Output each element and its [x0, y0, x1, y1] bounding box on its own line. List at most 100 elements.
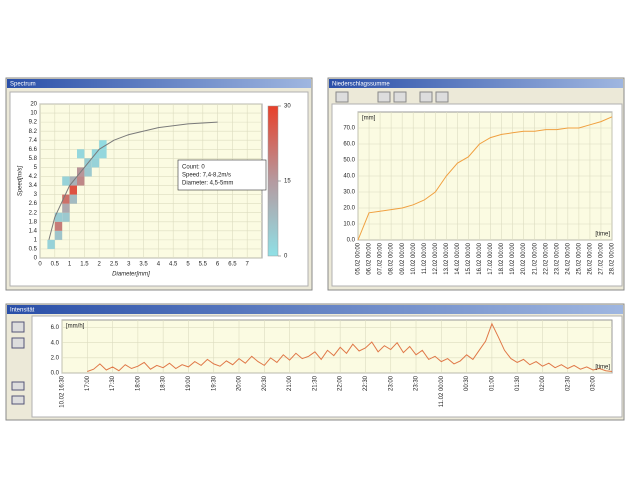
window-title: Niederschlagssumme [332, 82, 390, 88]
x-tick-label: 20:30 [262, 375, 268, 391]
toolbar-button[interactable] [11, 337, 25, 349]
y-tick-label: 2.0 [51, 355, 60, 361]
x-tick-label: 19:30 [211, 375, 217, 391]
y-tick-label: 2.2 [29, 210, 38, 216]
y-tick-label: 0.5 [29, 247, 38, 253]
x-tick-label: 2.5 [110, 262, 119, 268]
x-tick-label: 21.02 00:00 [532, 242, 538, 274]
x-tick-label: 5 [186, 262, 190, 268]
x-tick-label: 15.02 00:00 [466, 242, 472, 274]
toolbar-button[interactable] [377, 91, 391, 103]
x-tick-label: 11.02 00:00 [439, 375, 445, 407]
y-axis-label: [mm/h] [66, 324, 85, 330]
x-tick-label: 23:30 [414, 375, 420, 391]
tooltip-text: Speed: 7,4-8,2m/s [182, 173, 231, 179]
heat-cell [84, 167, 92, 177]
y-tick-label: 10.0 [343, 222, 355, 228]
x-tick-label: 25.02 00:00 [576, 242, 582, 274]
y-tick-label: 2.6 [29, 201, 38, 207]
x-tick-label: 27.02 00:00 [599, 242, 605, 274]
y-tick-label: 4.2 [29, 174, 38, 180]
x-tick-label: 21:00 [287, 375, 293, 391]
heat-cell [69, 185, 77, 195]
y-tick-label: 60.0 [343, 142, 355, 148]
tooltip [177, 159, 267, 191]
x-tick-label: 0 [38, 262, 42, 268]
x-tick-label: 19.02 00:00 [510, 242, 516, 274]
x-tick-label: 18.02 00:00 [499, 242, 505, 274]
x-tick-label: 18:00 [135, 375, 141, 391]
x-tick-label: 12.02 00:00 [433, 242, 439, 274]
y-axis-label: [mm] [362, 116, 376, 122]
x-tick-label: 01:30 [515, 375, 521, 391]
fit-curve [48, 121, 218, 241]
heat-cell [99, 140, 107, 150]
heat-cell [54, 221, 63, 231]
toolbar-button[interactable] [11, 381, 25, 391]
title-bar[interactable] [329, 79, 623, 88]
tooltip-text: Diameter: 4,5-5mm [182, 181, 233, 187]
x-axis-label: Diameter[mm] [112, 272, 150, 278]
x-tick-label: 11.02 00:00 [422, 242, 428, 274]
y-tick-label: 6.0 [51, 325, 60, 331]
x-tick-label: 7 [246, 262, 250, 268]
heat-cell [54, 230, 63, 240]
toolbar-button[interactable] [435, 91, 449, 103]
y-tick-label: 20.0 [343, 206, 355, 212]
y-tick-label: 7.4 [29, 138, 38, 144]
title-bar[interactable] [7, 305, 623, 314]
x-tick-label: 07.02 00:00 [378, 242, 384, 274]
x-tick-label: 08.02 00:00 [389, 242, 395, 274]
y-tick-label: 0 [34, 256, 38, 262]
x-tick-label: 4.5 [169, 262, 178, 268]
heat-cell [62, 203, 70, 213]
x-tick-label: 21:30 [312, 375, 318, 391]
x-tick-label: 24.02 00:00 [565, 242, 571, 274]
toolbar-button[interactable] [335, 91, 349, 103]
heat-cell [47, 239, 55, 249]
x-tick-label: 17:30 [110, 375, 116, 391]
y-tick-label: 1 [34, 237, 38, 243]
x-tick-label: 3 [127, 262, 131, 268]
y-tick-label: 70.0 [343, 126, 355, 132]
x-tick-label: 3.5 [139, 262, 148, 268]
x-tick-label: 10.02 00:00 [411, 242, 417, 274]
x-tick-label: 22.02 00:00 [543, 242, 549, 274]
x-tick-label: 23.02 00:00 [554, 242, 560, 274]
colorbar-label: 15 [284, 179, 291, 185]
x-tick-label: 03:00 [591, 375, 597, 391]
x-tick-label: 02:30 [565, 375, 571, 391]
x-tick-label: 4 [157, 262, 161, 268]
window-title: Intensität [10, 308, 35, 314]
title-bar[interactable] [7, 79, 311, 88]
x-tick-label: 0.5 [51, 262, 60, 268]
y-tick-label: 1.8 [29, 219, 38, 225]
colorbar-label: 0 [284, 254, 288, 260]
toolbar-button[interactable] [419, 91, 433, 103]
x-tick-label: 06.02 00:00 [367, 242, 373, 274]
heat-cell [54, 212, 63, 222]
y-tick-label: 3 [34, 192, 38, 198]
y-tick-label: 4.0 [51, 340, 60, 346]
x-tick-label: 05.02 00:00 [356, 242, 362, 274]
heat-cell [77, 176, 85, 186]
toolbar-button[interactable] [11, 395, 25, 405]
heat-cell [62, 212, 70, 222]
x-tick-label: 1.5 [80, 262, 89, 268]
colorbar-label: 30 [284, 104, 291, 110]
y-tick-label: 0.0 [347, 238, 356, 244]
x-tick-label: 19:00 [186, 375, 192, 391]
x-tick-label: 14.02 00:00 [455, 242, 461, 274]
x-axis-label: [time] [595, 365, 610, 371]
x-tick-label: 00:30 [464, 375, 470, 391]
toolbar-button[interactable] [393, 91, 407, 103]
toolbar-button[interactable] [11, 321, 25, 333]
y-tick-label: 0.0 [51, 371, 60, 377]
x-tick-label: 17.02 00:00 [488, 242, 494, 274]
x-tick-label: 22:30 [363, 375, 369, 391]
heat-cell [77, 149, 85, 159]
data-line [357, 116, 613, 241]
heat-cell [91, 158, 100, 168]
y-tick-label: 9.2 [29, 120, 38, 126]
